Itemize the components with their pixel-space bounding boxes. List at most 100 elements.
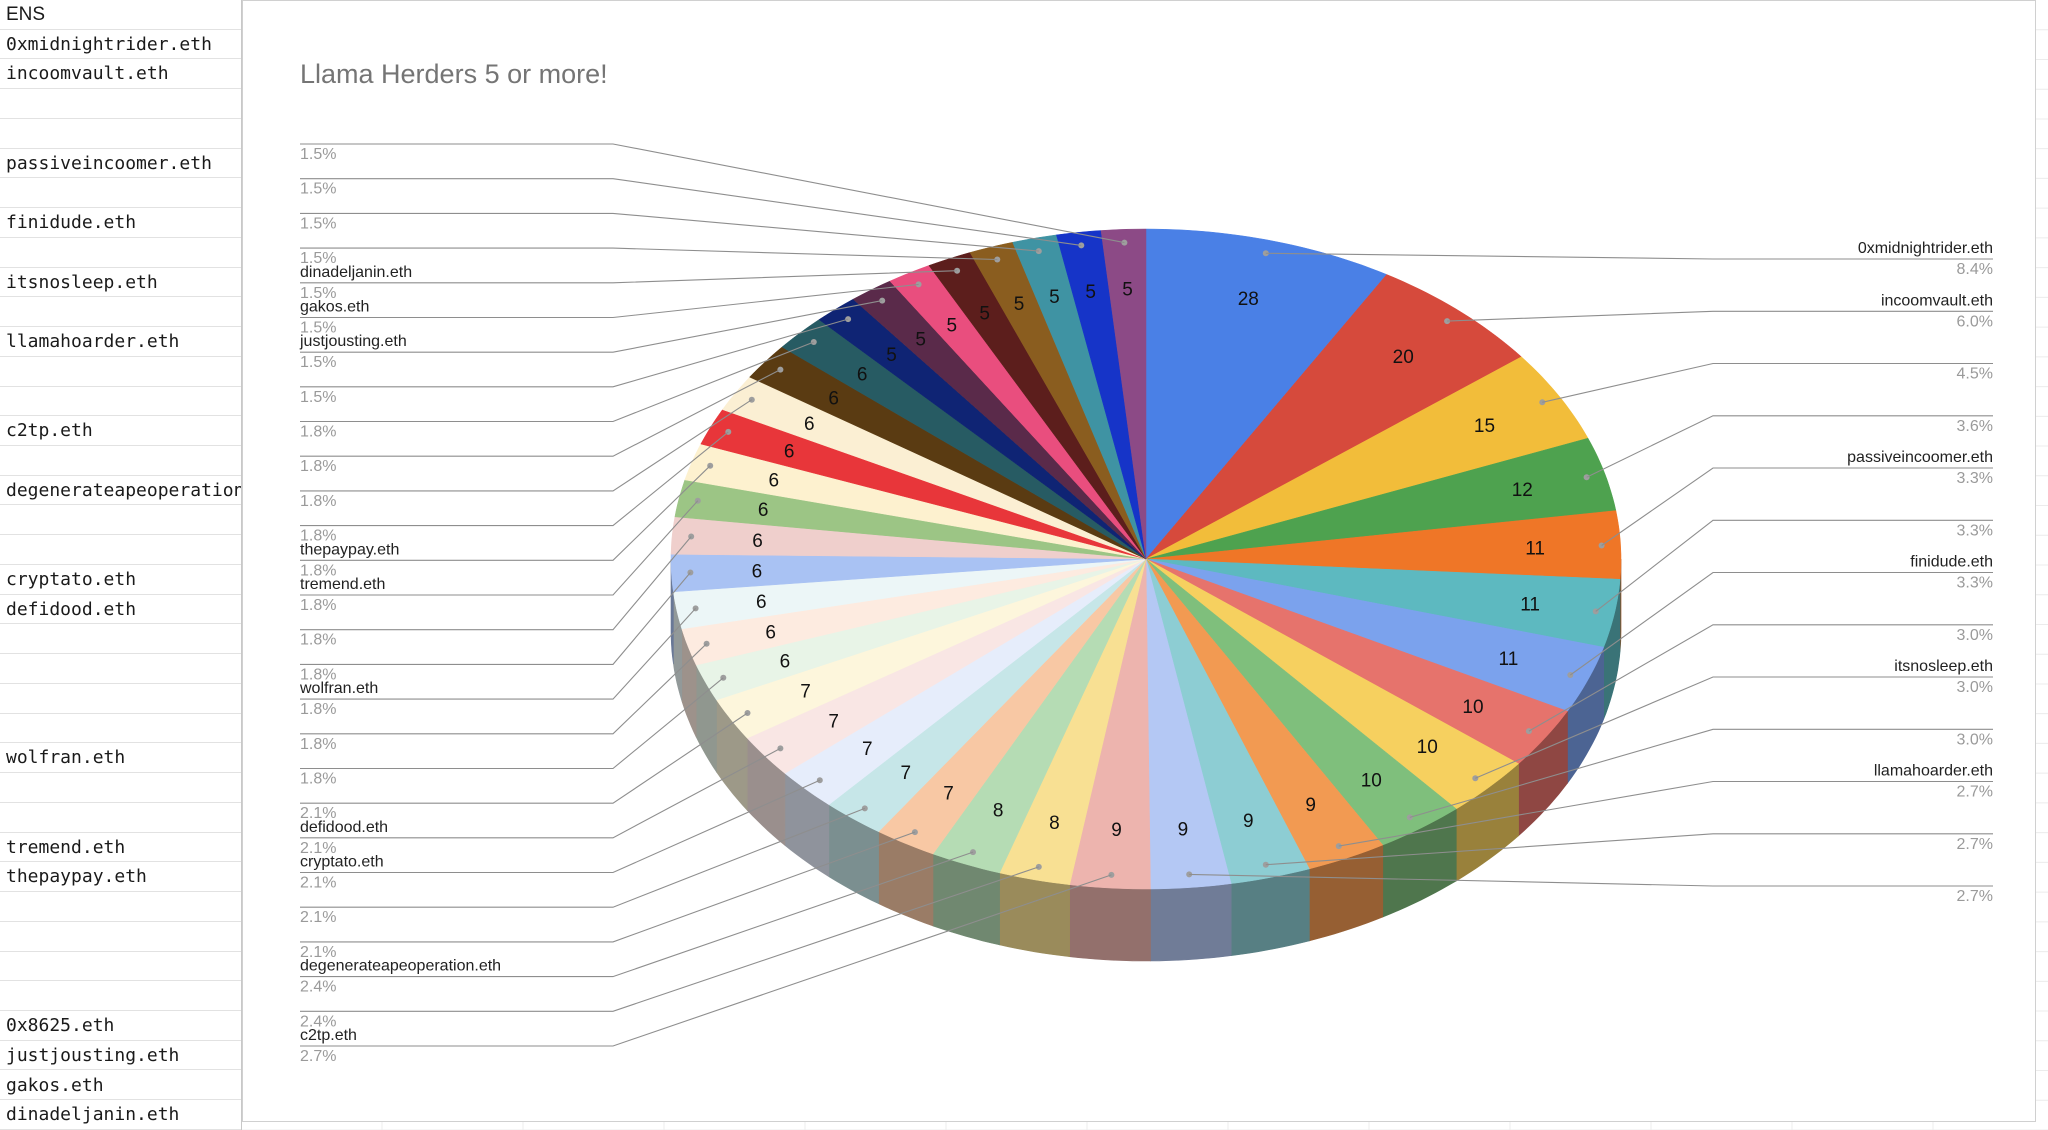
ens-cell[interactable]: llamahoarder.eth	[0, 327, 241, 357]
slice-percent-label: 2.1%	[300, 909, 336, 926]
empty-cell[interactable]	[0, 773, 241, 803]
leader-line	[300, 247, 998, 261]
empty-cell[interactable]	[0, 446, 241, 476]
chart-canvas: Llama Herders 5 or more! 28 20 15 12 11 11 11 1…	[299, 59, 1993, 1065]
pie-slice[interactable]	[1069, 558, 1151, 890]
empty-cell[interactable]	[0, 387, 241, 417]
ens-cell[interactable]: itsnosleep.eth	[0, 268, 241, 298]
ens-cell[interactable]: dinadeljanin.eth	[0, 1100, 241, 1130]
ens-cell[interactable]: 0xmidnightrider.eth	[0, 30, 241, 60]
ens-cell[interactable]: wolfran.eth	[0, 743, 241, 774]
empty-cell[interactable]	[0, 952, 241, 982]
slice-value: 6	[780, 652, 791, 673]
ens-cell[interactable]: tremend.eth	[0, 833, 241, 863]
pie-slice[interactable]	[716, 558, 1147, 739]
slice-percent-label: 2.1%	[300, 805, 336, 822]
leader-line	[300, 431, 729, 527]
pie-slice[interactable]	[1145, 274, 1522, 560]
pie-slice[interactable]	[1145, 558, 1605, 712]
pie-slice[interactable]	[1145, 228, 1388, 560]
empty-cell[interactable]	[0, 714, 241, 744]
leader-line	[1595, 519, 1993, 612]
ens-cell[interactable]: thepaypay.eth	[0, 862, 241, 893]
leader-line	[300, 643, 707, 735]
pie-slice[interactable]	[1145, 558, 1310, 884]
ens-cell[interactable]: c2tp.eth	[0, 416, 241, 446]
empty-cell[interactable]	[0, 922, 241, 952]
empty-cell[interactable]	[0, 506, 241, 536]
slice-percent-label: 1.8%	[300, 493, 336, 510]
pie-slice[interactable]	[889, 265, 1147, 560]
leader-line	[300, 807, 866, 908]
leader-line	[1475, 676, 1993, 779]
empty-cell[interactable]	[0, 624, 241, 655]
empty-cell[interactable]	[0, 357, 241, 387]
pie-slice[interactable]	[828, 558, 1147, 833]
pie-slice[interactable]	[1145, 356, 1589, 560]
slice-value: 5	[1049, 287, 1060, 308]
slice-percent-label: 1.8%	[300, 597, 336, 614]
slice-value: 5	[886, 345, 897, 366]
slice-name-label: defidood.eth	[300, 819, 388, 836]
empty-cell[interactable]	[0, 684, 241, 714]
ens-cell[interactable]: passiveincoomer.eth	[0, 149, 241, 179]
pie-slice[interactable]	[1145, 437, 1617, 560]
pie-slice[interactable]	[1145, 558, 1568, 765]
pie-slice[interactable]	[1145, 558, 1232, 890]
slice-percent-label: 1.8%	[300, 424, 336, 441]
pie-slice[interactable]	[1145, 558, 1621, 648]
pie-slice[interactable]	[1145, 558, 1457, 846]
leader-line	[1409, 728, 1993, 818]
slice-percent-label: 1.8%	[300, 666, 336, 683]
slice-percent-label: 3.6%	[1957, 418, 1993, 435]
slice-value: 10	[1417, 737, 1438, 758]
pie-slice[interactable]	[673, 558, 1147, 630]
pie-slice[interactable]	[1145, 558, 1384, 870]
pie-slice[interactable]	[878, 558, 1147, 855]
ens-cell[interactable]: defidood.eth	[0, 595, 241, 625]
pie-slice[interactable]	[928, 252, 1147, 560]
empty-cell[interactable]	[0, 803, 241, 833]
empty-cell[interactable]	[0, 535, 241, 565]
pie-slice[interactable]	[695, 558, 1147, 701]
pie-slice[interactable]	[932, 558, 1147, 874]
empty-cell[interactable]	[0, 892, 241, 922]
pie-slice[interactable]	[670, 554, 1147, 593]
leader-line	[1265, 252, 1993, 260]
ens-cell[interactable]: justjousting.eth	[0, 1041, 241, 1071]
pie-slice[interactable]	[1056, 230, 1147, 560]
pie-slice[interactable]	[1100, 228, 1147, 560]
ens-cell[interactable]: finidude.eth	[0, 208, 241, 238]
ens-cell[interactable]: incoomvault.eth	[0, 59, 241, 90]
pie-slice[interactable]	[999, 558, 1147, 885]
empty-cell[interactable]	[0, 238, 241, 268]
empty-cell[interactable]	[0, 297, 241, 328]
slice-name-label: thepaypay.eth	[300, 541, 399, 558]
leader-line	[1447, 310, 1993, 322]
pie-slice[interactable]	[784, 558, 1147, 806]
pie-side-wall	[999, 872, 1070, 958]
slice-name-label: passiveincoomer.eth	[1847, 449, 1993, 466]
pie-side-wall	[1069, 884, 1151, 962]
empty-cell[interactable]	[0, 178, 241, 209]
slice-percent-label: 1.8%	[300, 528, 336, 545]
ens-cell[interactable]: degenerateapeoperation.eth	[0, 476, 241, 506]
leader-line	[300, 866, 1039, 1012]
pie-slice[interactable]	[1145, 558, 1520, 810]
pie-slice[interactable]	[674, 479, 1147, 560]
empty-cell[interactable]	[0, 654, 241, 684]
slice-value: 5	[1014, 294, 1025, 315]
ens-cell[interactable]: cryptato.eth	[0, 565, 241, 595]
empty-cell[interactable]	[0, 981, 241, 1011]
leader-line	[1528, 624, 1993, 732]
empty-cell[interactable]	[0, 119, 241, 149]
ens-cell[interactable]: 0x8625.eth	[0, 1011, 241, 1041]
slice-value: 5	[1122, 280, 1133, 301]
ens-cell[interactable]: gakos.eth	[0, 1071, 241, 1101]
slice-value: 7	[943, 783, 954, 804]
pie-slice[interactable]	[1145, 510, 1622, 580]
pie-chart[interactable]: Llama Herders 5 or more! 28 20 15 12 11 11 11 1…	[242, 0, 2036, 1122]
column-header-cell[interactable]: ENS	[0, 0, 241, 30]
empty-cell[interactable]	[0, 89, 241, 119]
pie-slice[interactable]	[681, 558, 1147, 666]
